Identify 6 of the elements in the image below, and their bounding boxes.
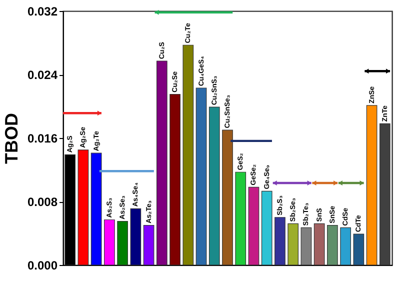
y-tick-label: 0.008 [27, 195, 58, 209]
y-tick-label: 0.016 [27, 132, 58, 146]
y-tick-label: 0.024 [27, 68, 58, 82]
y-tick-label: 0.000 [27, 258, 58, 272]
y-axis-title: TBOD [1, 113, 22, 164]
y-tick-label: 0.032 [27, 4, 58, 18]
